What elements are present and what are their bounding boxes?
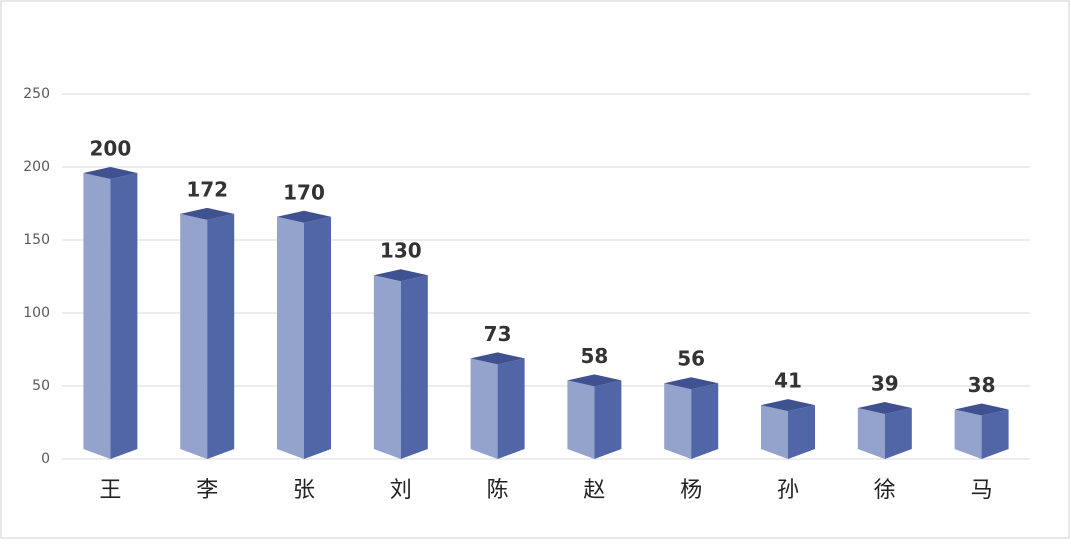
x-tick-label: 徐 xyxy=(874,478,896,503)
data-label: 73 xyxy=(484,322,512,346)
y-tick-label: 0 xyxy=(41,451,50,467)
bar-top xyxy=(277,210,331,223)
bar-side xyxy=(788,405,815,459)
bar-front xyxy=(954,409,982,459)
x-tick-label: 马 xyxy=(971,478,993,503)
x-tick-label: 陈 xyxy=(487,478,509,503)
x-tick-label: 张 xyxy=(293,478,315,503)
data-label: 56 xyxy=(677,347,705,371)
bar-front xyxy=(567,380,595,459)
bar-top xyxy=(83,167,138,179)
x-tick-label: 王 xyxy=(99,478,121,503)
bar-side xyxy=(981,409,1009,459)
data-label: 200 xyxy=(90,137,132,161)
y-tick-label: 200 xyxy=(23,159,50,175)
bar-front xyxy=(470,358,498,459)
bar-side xyxy=(400,275,428,459)
x-tick-label: 赵 xyxy=(583,478,605,503)
bar-front xyxy=(373,275,401,459)
x-tick-label: 李 xyxy=(196,478,218,503)
bar-side xyxy=(594,380,622,459)
bar-front xyxy=(664,383,692,459)
bar-front xyxy=(857,408,885,459)
y-tick-label: 150 xyxy=(23,232,50,248)
x-tick-label: 杨 xyxy=(680,478,702,503)
bar-front xyxy=(180,213,208,459)
data-label: 172 xyxy=(186,177,228,201)
data-label: 130 xyxy=(380,239,422,263)
data-label: 39 xyxy=(871,372,899,396)
y-tick-label: 250 xyxy=(23,86,50,102)
bar-side xyxy=(691,383,719,459)
data-label: 58 xyxy=(580,344,608,368)
bar-front xyxy=(83,173,111,459)
bar-side xyxy=(110,173,138,459)
data-label: 41 xyxy=(774,369,802,393)
x-tick-label: 刘 xyxy=(390,478,412,503)
bar-top xyxy=(373,269,428,282)
bar-top xyxy=(664,377,719,390)
bar-side xyxy=(884,408,912,459)
bar-top xyxy=(857,402,912,415)
bar-side xyxy=(207,213,235,459)
bar-side xyxy=(497,358,525,459)
data-label: 170 xyxy=(283,180,325,204)
data-label: 38 xyxy=(968,373,996,397)
bar-top xyxy=(761,399,815,412)
y-tick-label: 100 xyxy=(23,305,50,321)
chart-border xyxy=(0,0,1070,539)
bar-top xyxy=(470,352,525,365)
bar-top xyxy=(567,374,622,387)
bar-front xyxy=(761,405,788,459)
bar-top xyxy=(180,207,235,220)
bar-side xyxy=(304,216,331,459)
x-tick-label: 孙 xyxy=(777,478,799,503)
bar-top xyxy=(954,403,1009,416)
y-tick-label: 50 xyxy=(32,378,50,394)
bar-front xyxy=(277,216,304,459)
